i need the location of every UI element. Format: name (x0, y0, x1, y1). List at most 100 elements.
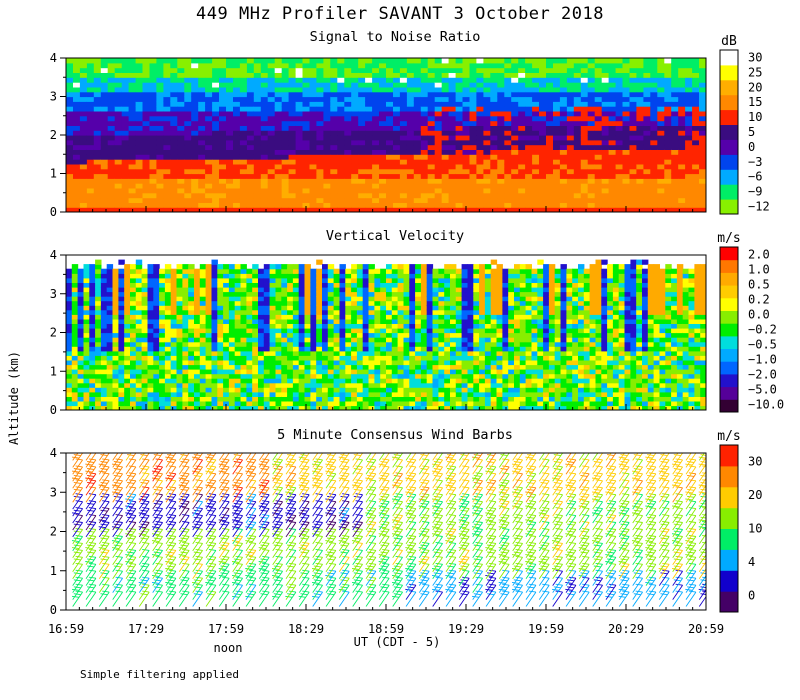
snr-cell (399, 82, 408, 88)
snr-cell (504, 86, 512, 93)
snr-cell (337, 187, 345, 194)
snr-cell (114, 110, 123, 117)
snr-cell (260, 159, 269, 165)
snr-cell (156, 159, 164, 165)
snr-cell (79, 192, 88, 199)
snr-cell (372, 86, 380, 93)
snr-cell (476, 125, 484, 131)
snr-cell (219, 58, 227, 64)
snr-cell (86, 82, 95, 88)
snr-cell (525, 86, 533, 93)
snr-cell (114, 96, 123, 102)
snr-cell (580, 101, 589, 107)
snr-cell (107, 77, 116, 83)
snr-cell (532, 62, 540, 69)
snr-cell (246, 187, 255, 194)
snr-cell (629, 149, 638, 155)
vv-cell (368, 286, 375, 293)
vv-cell (153, 268, 160, 274)
vv-cell (234, 359, 242, 366)
snr-cell (205, 187, 213, 194)
snr-cell (156, 110, 164, 117)
vv-cell (205, 300, 212, 306)
vv-cell (252, 355, 259, 361)
vv-cell (100, 268, 108, 274)
vv-cell (397, 264, 404, 270)
vv-cell (432, 405, 439, 410)
vv-cell (269, 300, 276, 306)
snr-cell (483, 207, 491, 212)
snr-cell (636, 154, 644, 160)
snr-cell (601, 159, 610, 165)
snr-cell (483, 202, 491, 208)
snr-cell (177, 115, 185, 122)
snr-cell (226, 101, 234, 107)
snr-cell (504, 173, 512, 179)
snr-cell (323, 173, 331, 179)
vv-cell (188, 396, 195, 402)
snr-cell (184, 96, 192, 102)
snr-cell (344, 106, 352, 112)
snr-cell (553, 154, 561, 160)
snr-cell (664, 149, 672, 155)
vv-cell (176, 400, 183, 407)
snr-cell (483, 77, 491, 83)
snr-cell (476, 197, 484, 203)
snr-cell (177, 173, 185, 179)
vv-cell (71, 291, 79, 297)
snr-cell (539, 173, 547, 179)
vv-cell (118, 355, 125, 361)
vv-cell (164, 364, 172, 370)
vv-cell (252, 323, 259, 329)
vv-cell (228, 378, 236, 384)
vv-cell (339, 378, 346, 384)
snr-cell (205, 130, 213, 136)
snr-cell (469, 110, 478, 117)
snr-cell (295, 168, 304, 175)
snr-cell (302, 178, 311, 184)
snr-cell (643, 96, 651, 102)
snr-cell (135, 178, 144, 184)
snr-cell (608, 144, 617, 150)
vv-cell (112, 327, 119, 334)
snr-cell (372, 192, 380, 199)
snr-cell (260, 58, 269, 64)
snr-cell (156, 67, 164, 73)
snr-cell (469, 58, 478, 64)
snr-cell (149, 139, 158, 146)
snr-cell (511, 159, 519, 165)
vv-cell (403, 286, 410, 293)
snr-cell (490, 115, 498, 122)
snr-cell (587, 91, 596, 98)
vv-cell (304, 286, 311, 293)
snr-cell (226, 120, 234, 126)
snr-cell (448, 115, 457, 122)
snr-cell (66, 86, 74, 93)
snr-cell (490, 120, 498, 126)
vv-cell (71, 355, 79, 361)
vv-cell (310, 405, 317, 410)
vv-cell (339, 355, 346, 361)
snr-cell (490, 154, 498, 160)
vv-cell (345, 359, 352, 366)
snr-cell (121, 130, 130, 136)
vv-cell (374, 300, 381, 306)
snr-cell (671, 62, 679, 69)
snr-cell (566, 115, 575, 122)
snr-cell (469, 67, 478, 73)
snr-cell (441, 154, 450, 160)
vv-cell (345, 291, 352, 297)
vv-cell (147, 364, 154, 370)
snr-cell (483, 149, 491, 155)
snr-cell (629, 168, 638, 175)
snr-cell (441, 86, 450, 93)
snr-cell (351, 183, 359, 189)
vv-cell (374, 364, 381, 370)
vv-cell (426, 346, 434, 352)
vv-cell (310, 286, 317, 293)
snr-cell (636, 149, 644, 155)
vv-cell (292, 400, 300, 407)
snr-cell (650, 101, 658, 107)
snr-cell (281, 173, 290, 179)
snr-cell (191, 159, 199, 165)
